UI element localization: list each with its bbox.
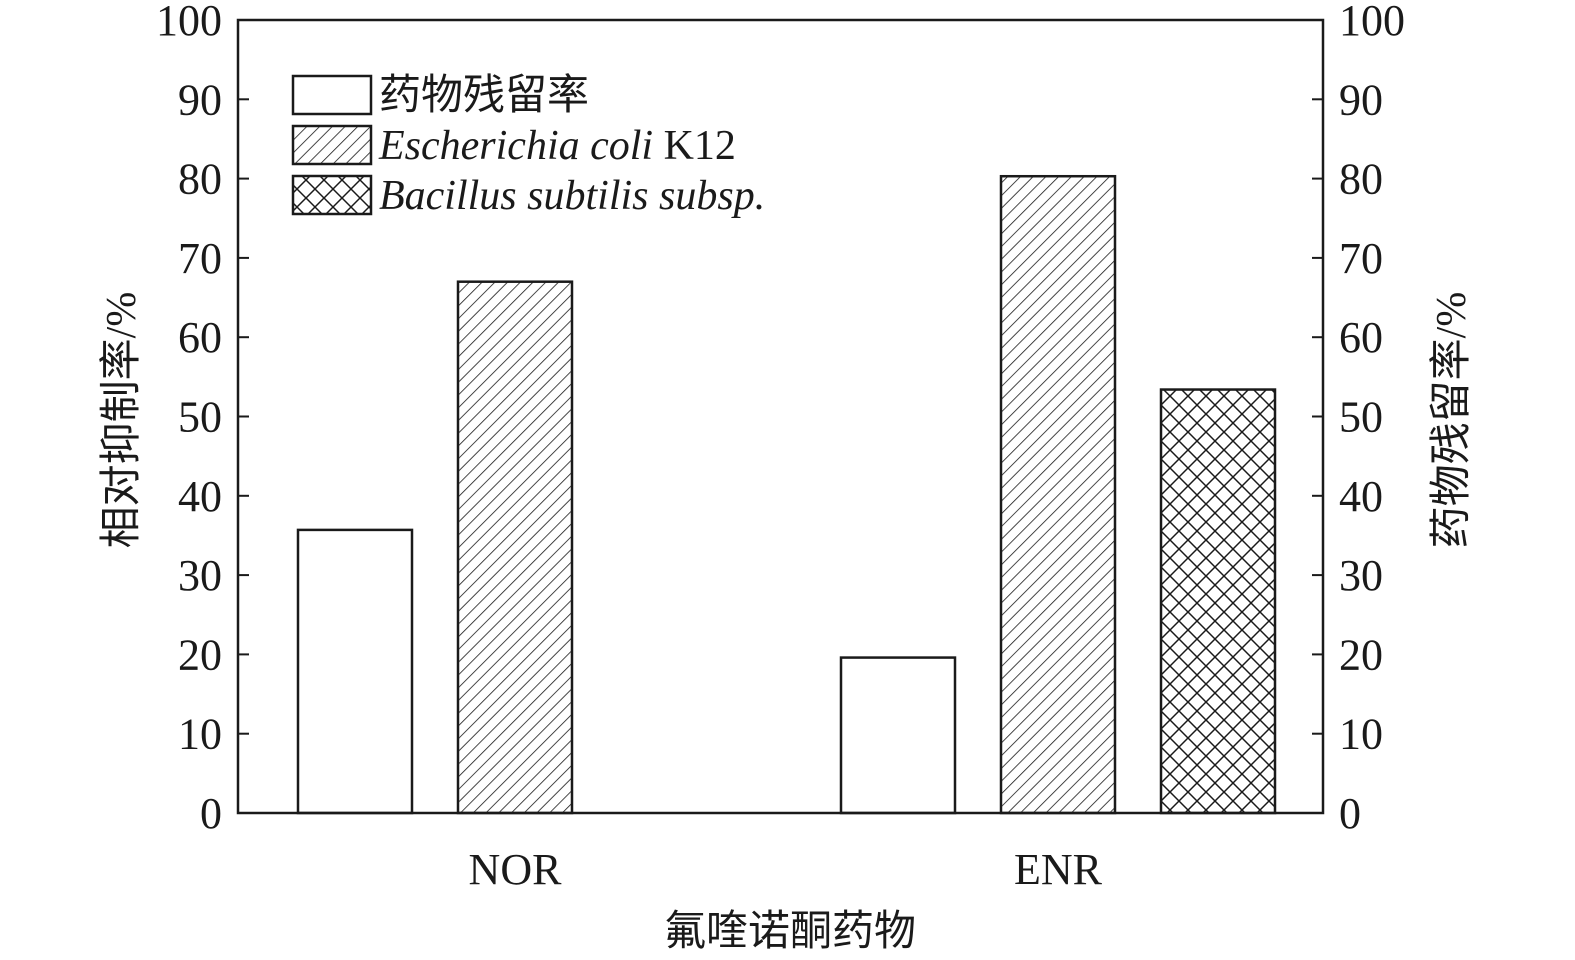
left-tick-label: 30 (178, 551, 222, 600)
bar-enr-series-3 (1159, 388, 1277, 815)
left-tick-label: 10 (178, 710, 222, 759)
right-tick-label: 0 (1339, 789, 1361, 838)
right-tick-label: 40 (1339, 472, 1383, 521)
left-tick-label: 60 (178, 313, 222, 362)
left-tick-label: 80 (178, 155, 222, 204)
left-tick-label: 20 (178, 630, 222, 679)
right-tick-label: 70 (1339, 234, 1383, 283)
legend-swatch-2 (291, 124, 373, 166)
legend-swatch-3 (291, 174, 373, 216)
right-tick-label: 60 (1339, 313, 1383, 362)
right-tick-label: 20 (1339, 630, 1383, 679)
left-tick-label: 0 (200, 789, 222, 838)
left-tick-label: 100 (156, 0, 222, 45)
category-label-enr: ENR (1014, 845, 1103, 894)
x-axis-title: 氟喹诺酮药物 (664, 909, 916, 955)
legend-label-2: Escherichia coli K12 (378, 123, 736, 169)
legend-label-3: Bacillus subtilis subsp. (379, 173, 765, 219)
left-tick-label: 90 (178, 75, 222, 124)
bar-enr-series-1 (839, 656, 957, 815)
right-tick-label: 50 (1339, 393, 1383, 442)
right-tick-label: 90 (1339, 75, 1383, 124)
category-axis: NOR ENR (469, 845, 1103, 894)
left-axis: 0 10 20 30 40 50 60 70 80 90 100 (156, 0, 249, 838)
bar-nor-series-2 (456, 280, 574, 815)
legend-label-1: 药物残留率 (379, 72, 589, 119)
right-tick-label: 100 (1339, 0, 1405, 45)
left-tick-label: 50 (178, 393, 222, 442)
bar-group (296, 174, 1277, 815)
right-tick-label: 10 (1339, 710, 1383, 759)
left-tick-label: 70 (178, 234, 222, 283)
bar-enr-series-2 (999, 174, 1117, 815)
right-tick-label: 30 (1339, 551, 1383, 600)
legend-swatch-1 (291, 74, 373, 116)
y2-axis-title: 药物残留率/% (1428, 292, 1475, 549)
category-label-nor: NOR (469, 845, 563, 894)
y-axis-title: 相对抑制率/% (98, 292, 145, 549)
bar-nor-series-1 (296, 528, 414, 815)
right-axis: 0 10 20 30 40 50 60 70 80 90 100 (1312, 0, 1405, 838)
left-tick-label: 40 (178, 472, 222, 521)
right-tick-label: 80 (1339, 155, 1383, 204)
